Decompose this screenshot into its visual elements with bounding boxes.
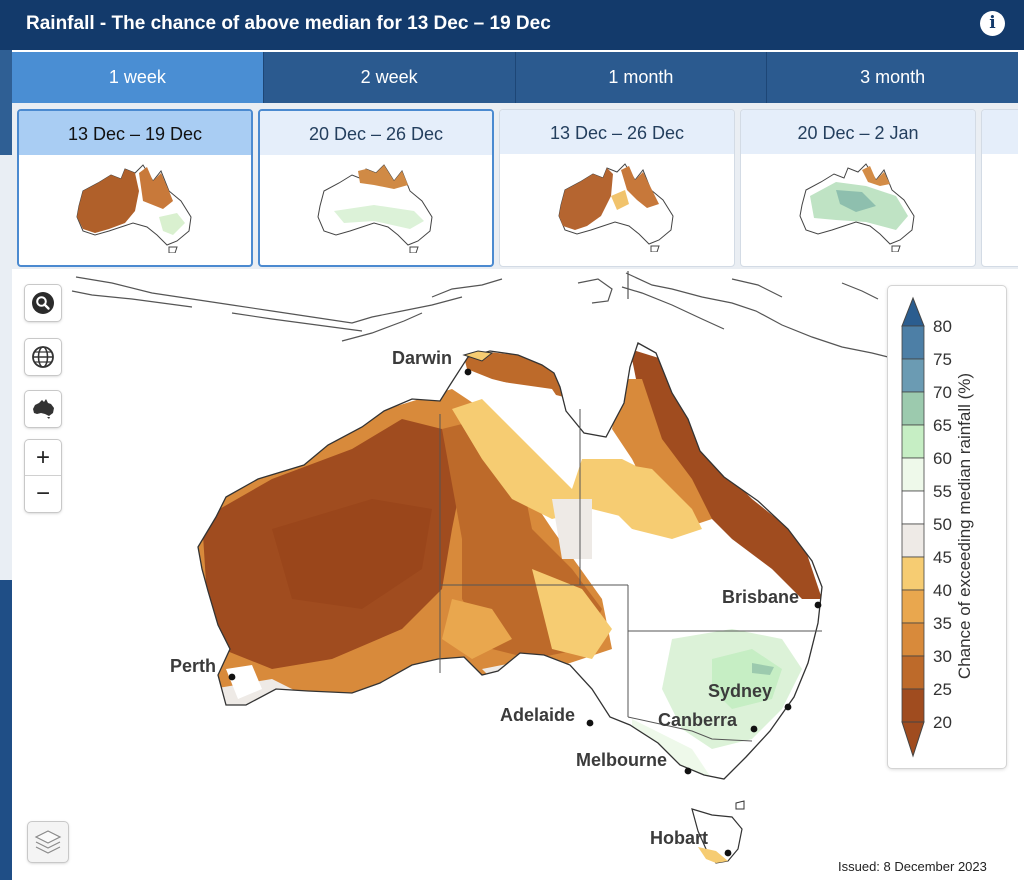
- legend-band: [901, 457, 925, 492]
- legend-band: [901, 490, 925, 525]
- legend-band: [901, 325, 925, 360]
- zoom-out-button[interactable]: −: [35, 480, 50, 507]
- city-label-perth: Perth: [170, 656, 217, 676]
- australia-thumbnail-map: [317, 164, 433, 253]
- zoom-in-button[interactable]: +: [25, 440, 61, 476]
- issued-date: Issued: 8 December 2023: [838, 859, 987, 874]
- legend-title: Chance of exceeding median rainfall (%): [950, 326, 980, 726]
- thumbnail-label: 20 Dec – 26 Dec: [260, 111, 492, 155]
- city-label-darwin: Darwin: [392, 348, 453, 368]
- city-label-melbourne: Melbourne: [576, 750, 668, 770]
- city-label-brisbane: Brisbane: [722, 587, 800, 607]
- legend-band: [901, 424, 925, 459]
- legend-tick-label: 70: [933, 383, 952, 402]
- legend-title-text: Chance of exceeding median rainfall (%): [955, 372, 974, 680]
- legend: 80 75 70 65 60 55 50 45 40 35 30 25 20 Chance of exc…: [888, 286, 1006, 768]
- australia-rainfall-map: [71, 271, 889, 864]
- layers-icon: [34, 830, 62, 854]
- thumbnail-label: 13 Dec – 19 Dec: [19, 111, 251, 155]
- info-icon[interactable]: i: [980, 11, 1005, 36]
- legend-tick-label: 55: [933, 482, 952, 501]
- australia-thumbnail-map: [799, 163, 915, 252]
- page-title: Rainfall - The chance of above median fo…: [26, 13, 551, 34]
- legend-tick-label: 25: [933, 680, 952, 699]
- legend-tick-label: 35: [933, 614, 952, 633]
- australia-icon: [33, 399, 54, 419]
- thumbnail-label: 20 Dec – 2 Jan: [741, 110, 975, 154]
- city-label-hobart: Hobart: [650, 828, 708, 848]
- tab-1-month[interactable]: 1 month: [516, 52, 768, 103]
- thumbnail-20dec-26dec[interactable]: 20 Dec – 26 Dec: [258, 109, 494, 267]
- legend-tick-label: 65: [933, 416, 952, 435]
- legend-band: [901, 655, 925, 690]
- australia-extent-button[interactable]: [25, 391, 61, 427]
- city-label-canberra: Canberra: [658, 710, 738, 730]
- tasmania: [691, 808, 743, 864]
- legend-tick-label: 60: [933, 449, 952, 468]
- thumbnail-20dec-2jan[interactable]: 20 Dec – 2 Jan: [740, 109, 976, 267]
- legend-band: [901, 523, 925, 558]
- legend-tick-label: 40: [933, 581, 952, 600]
- legend-arrow-top: [901, 296, 925, 327]
- australia-thumbnail-map: [558, 163, 674, 252]
- search-button[interactable]: [25, 285, 61, 321]
- coastline-north: [71, 271, 889, 358]
- legend-tick-label: 50: [933, 515, 952, 534]
- left-page-strip: [0, 0, 12, 880]
- legend-tick-label: 30: [933, 647, 952, 666]
- state-borders: [439, 409, 822, 742]
- map-area[interactable]: + −: [12, 269, 1018, 880]
- legend-band: [901, 391, 925, 426]
- legend-tick-label: 75: [933, 350, 952, 369]
- globe-icon: [32, 346, 54, 368]
- city-dots: [228, 368, 822, 857]
- legend-colorbar: 80 75 70 65 60 55 50 45 40 35 30 25 20: [901, 296, 952, 758]
- legend-band: [901, 589, 925, 624]
- thumbnail-label: 13 Dec – 26 Dec: [500, 110, 734, 154]
- tab-1-week[interactable]: 1 week: [12, 52, 264, 103]
- search-icon: [32, 292, 54, 314]
- legend-tick-label: 45: [933, 548, 952, 567]
- thumbnail-13dec-26dec[interactable]: 13 Dec – 26 Dec: [499, 109, 735, 267]
- city-label-adelaide: Adelaide: [500, 705, 576, 725]
- thumbnail-13dec-19dec[interactable]: 13 Dec – 19 Dec: [17, 109, 253, 267]
- thumbnail-partial[interactable]: [981, 109, 1018, 267]
- thumbnail-strip: 13 Dec – 19 Dec 20 Dec – 26 Dec 13 Dec –…: [12, 103, 1018, 269]
- city-label-sydney: Sydney: [708, 681, 773, 701]
- australia-thumbnail-map: [76, 164, 192, 253]
- globe-button[interactable]: [25, 339, 61, 375]
- legend-tick-label: 20: [933, 713, 952, 732]
- tab-2-week[interactable]: 2 week: [264, 52, 516, 103]
- legend-tick-label: 80: [933, 317, 952, 336]
- legend-band: [901, 688, 925, 723]
- legend-band: [901, 358, 925, 393]
- legend-arrow-bottom: [901, 721, 925, 758]
- legend-band: [901, 556, 925, 591]
- layers-button[interactable]: [28, 822, 68, 862]
- header-bar: Rainfall - The chance of above median fo…: [0, 0, 1024, 50]
- zoom-control: + −: [25, 440, 61, 512]
- period-tabs: 1 week 2 week 1 month 3 month: [12, 52, 1018, 103]
- legend-band: [901, 622, 925, 657]
- tab-3-month[interactable]: 3 month: [860, 67, 926, 87]
